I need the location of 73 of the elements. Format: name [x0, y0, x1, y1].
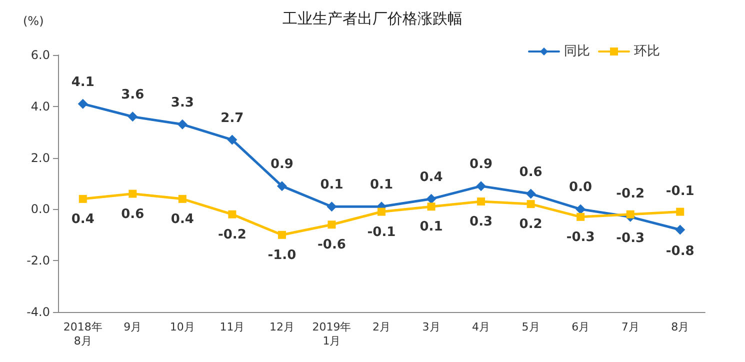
x-tick-label: 8月 [671, 320, 690, 334]
point [278, 230, 286, 239]
data-label: 2.7 [220, 110, 244, 126]
x-tick-label: 2018年 8月 [63, 320, 102, 348]
data-label: -0.3 [566, 230, 595, 245]
point [676, 208, 684, 216]
data-label: -0.8 [666, 244, 694, 259]
y-tick-label: 6.0 [30, 48, 50, 62]
y-axis-title: (%) [23, 14, 44, 28]
point [426, 194, 436, 204]
legend-label: 环比 [634, 44, 660, 59]
y-tick-label: 0.0 [30, 202, 50, 216]
point [576, 212, 585, 221]
data-label: 3.6 [121, 88, 144, 103]
point [526, 200, 535, 208]
data-label: 0.2 [519, 217, 542, 232]
data-label: -0.2 [616, 186, 645, 202]
data-label: 0.9 [470, 157, 493, 172]
x-tick-label: 12月 [269, 320, 294, 334]
data-label: 0.9 [270, 157, 294, 172]
point [576, 204, 586, 214]
data-label: -0.6 [318, 238, 346, 253]
x-tick-label: 4月 [472, 320, 490, 334]
point [626, 210, 634, 218]
chart-title: 工业生产者出厂价格涨跌幅 [282, 10, 462, 28]
data-label: 0.3 [470, 214, 493, 230]
data-label: 0.4 [420, 170, 443, 185]
point [227, 134, 238, 145]
y-tick-label: 4.0 [30, 99, 50, 114]
y-tick-label: -2.0 [26, 254, 50, 268]
x-tick-label: 9月 [124, 320, 142, 334]
point [228, 210, 236, 218]
x-tick-label: 2月 [372, 320, 390, 334]
data-label: -0.3 [616, 230, 645, 246]
point [328, 220, 336, 229]
data-label: -0.1 [666, 184, 694, 199]
point [326, 202, 337, 212]
data-label: 0.4 [170, 212, 194, 227]
x-tick-label: 2019年 1月 [312, 320, 352, 348]
point [128, 190, 137, 198]
point [78, 194, 87, 203]
data-label: 3.3 [170, 95, 194, 110]
point [477, 197, 486, 206]
x-tick-label: 7月 [621, 320, 640, 334]
data-label: 0.6 [121, 206, 144, 222]
y-tick-label: -4.0 [26, 305, 50, 319]
data-label: 0.4 [71, 212, 94, 227]
point [378, 208, 386, 216]
x-tick-label: 5月 [522, 320, 540, 334]
data-label: -0.2 [218, 227, 246, 242]
point [178, 194, 186, 203]
y-tick-label: 2.0 [30, 150, 50, 165]
legend-label: 同比 [564, 44, 590, 59]
point [427, 202, 436, 211]
x-tick-label: 6月 [572, 320, 590, 334]
point [476, 181, 486, 192]
data-label: 0.1 [320, 178, 344, 193]
data-label: 0.1 [420, 220, 443, 235]
x-tick-label: 10月 [170, 320, 195, 334]
point [276, 181, 287, 192]
data-label: 4.1 [71, 74, 94, 90]
data-label: 0.6 [519, 164, 542, 180]
point [177, 119, 188, 130]
point [526, 188, 536, 199]
x-tick-label: 11月 [220, 320, 245, 334]
point [78, 98, 88, 109]
data-label: -0.1 [367, 224, 396, 240]
data-label: 0.1 [370, 178, 394, 193]
data-label: 0.0 [569, 180, 592, 196]
point [675, 224, 686, 235]
x-tick-label: 3月 [422, 320, 440, 334]
data-label: -1.0 [268, 248, 296, 263]
point [128, 112, 138, 122]
